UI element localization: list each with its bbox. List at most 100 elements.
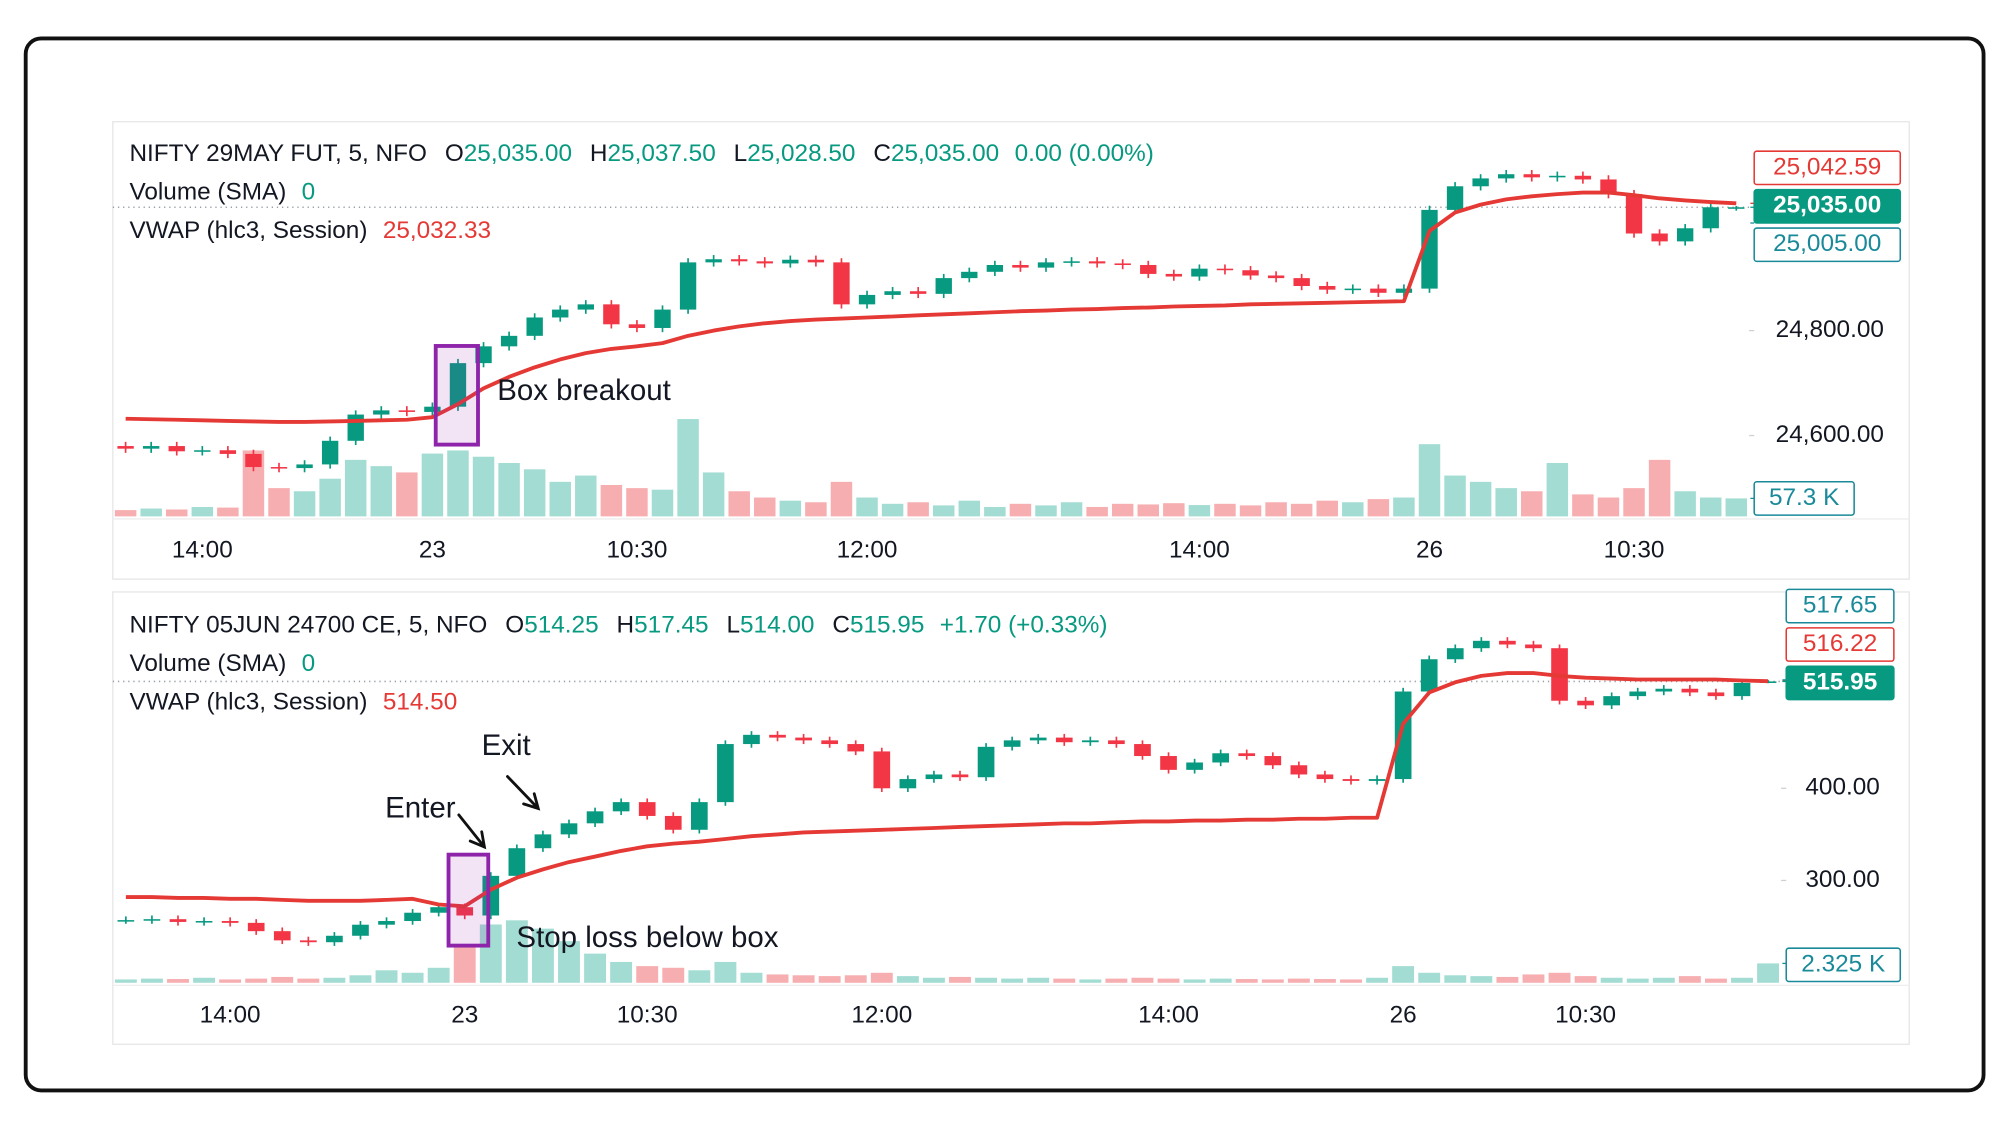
candle-body bbox=[117, 920, 135, 922]
candle-body bbox=[690, 802, 708, 830]
volume-bar bbox=[1086, 506, 1108, 517]
volume-bar bbox=[830, 481, 853, 517]
volume-bar bbox=[375, 970, 398, 983]
volume-bar bbox=[662, 967, 685, 983]
candle-body bbox=[577, 304, 594, 310]
volume-bar bbox=[754, 497, 776, 517]
x-tick-label: 23 bbox=[451, 1002, 478, 1029]
volume-bar bbox=[896, 976, 919, 983]
field-value: 515.95 bbox=[850, 612, 924, 639]
indicator-name: Volume (SMA) bbox=[129, 179, 286, 206]
volume-bar bbox=[881, 503, 904, 517]
volume-label-box bbox=[1785, 947, 1902, 983]
candle-body bbox=[935, 278, 952, 294]
legend-header: NIFTY 05JUN 24700 CE, 5, NFO O514.25 H517.… bbox=[129, 612, 1107, 639]
volume-bar bbox=[984, 506, 1006, 517]
volume-bar bbox=[1678, 976, 1701, 983]
candle-body bbox=[1446, 648, 1464, 660]
candle-body bbox=[951, 774, 969, 778]
symbol: NIFTY 29MAY FUT, 5, NFO bbox=[129, 140, 426, 167]
annotation: Stop loss below box bbox=[516, 921, 778, 954]
volume-bar bbox=[1600, 977, 1623, 983]
volume-bar bbox=[453, 945, 476, 983]
volume-bar bbox=[1725, 498, 1748, 517]
volume-bar bbox=[1163, 503, 1185, 517]
volume-bar bbox=[1521, 491, 1543, 517]
candle-body bbox=[899, 779, 917, 789]
volume-bar bbox=[1674, 491, 1696, 517]
volume-bar bbox=[600, 484, 623, 517]
candle-body bbox=[586, 811, 604, 824]
volume-bar bbox=[714, 961, 737, 983]
candle-body bbox=[168, 446, 185, 452]
candle-body bbox=[769, 734, 786, 738]
candle-body bbox=[398, 410, 416, 412]
candle-body bbox=[143, 919, 161, 921]
volume-bar bbox=[271, 976, 294, 983]
volume-bar bbox=[1704, 978, 1727, 983]
indicator-name: VWAP (hlc3, Session) bbox=[129, 689, 367, 716]
candle-body bbox=[1651, 233, 1668, 242]
candle-body bbox=[1081, 740, 1099, 743]
candle-body bbox=[1191, 268, 1208, 277]
x-tick-label: 10:30 bbox=[1604, 536, 1665, 563]
volume-bar bbox=[421, 453, 444, 517]
volume-label-box bbox=[1753, 481, 1855, 516]
volume-bar bbox=[1496, 976, 1519, 983]
candle-body bbox=[424, 406, 441, 412]
volume-bar bbox=[505, 920, 528, 983]
price-label: 517.65 bbox=[1803, 591, 1877, 618]
volume-bar bbox=[1648, 459, 1671, 517]
candle-body bbox=[1577, 700, 1594, 706]
volume-bar bbox=[1131, 977, 1154, 983]
candle-body bbox=[1140, 264, 1157, 274]
candle-body bbox=[1498, 174, 1515, 179]
x-tick-label: 14:00 bbox=[172, 536, 233, 563]
volume-bar bbox=[1027, 977, 1050, 983]
candle-body bbox=[731, 259, 748, 262]
candle-body bbox=[638, 802, 656, 816]
change: 0.00 (0.00%) bbox=[1015, 140, 1154, 167]
volume-bar bbox=[323, 977, 346, 983]
candle-body bbox=[1707, 692, 1725, 697]
candle-body bbox=[194, 450, 211, 452]
chart-panel bbox=[112, 121, 1910, 580]
candle-body bbox=[1063, 261, 1080, 263]
x-tick-label: 10:30 bbox=[1555, 1002, 1616, 1029]
candle-body bbox=[909, 291, 927, 294]
volume-bar bbox=[401, 972, 424, 983]
candle-body bbox=[807, 259, 825, 263]
y-tick-label: 300.00 bbox=[1805, 866, 1879, 893]
candle-body bbox=[1238, 753, 1256, 757]
volume-bar bbox=[651, 489, 674, 517]
field-key: C bbox=[873, 140, 891, 167]
volume-bar bbox=[447, 450, 469, 517]
candle-body bbox=[1472, 178, 1489, 187]
volume-bar bbox=[1392, 966, 1415, 983]
volume-bar bbox=[498, 463, 520, 517]
volume-bar bbox=[531, 928, 554, 983]
indicator-legend: Volume (SMA) 0 bbox=[129, 179, 315, 206]
candle-body bbox=[1029, 737, 1047, 741]
volume-bar bbox=[1035, 505, 1057, 517]
x-tick-label: 14:00 bbox=[1169, 536, 1230, 563]
candle-body bbox=[1676, 228, 1694, 242]
volume-bar bbox=[1367, 499, 1390, 517]
candle-body bbox=[1264, 756, 1282, 766]
candle-body bbox=[1267, 275, 1285, 279]
volume-bar bbox=[688, 970, 711, 983]
volume-bar bbox=[1239, 505, 1262, 517]
volume-bar bbox=[1111, 503, 1134, 517]
volume-bar bbox=[1597, 497, 1620, 517]
legend-header: NIFTY 29MAY FUT, 5, NFO O25,035.00 H25,037… bbox=[129, 140, 1153, 167]
candle-body bbox=[654, 309, 671, 328]
candle-body bbox=[612, 802, 630, 812]
volume-bar bbox=[766, 974, 789, 983]
annotation: Box breakout bbox=[497, 374, 671, 407]
volume-bar bbox=[1522, 974, 1545, 983]
candle-body bbox=[873, 751, 891, 789]
candle-body bbox=[404, 912, 421, 922]
volume-bar bbox=[349, 975, 372, 983]
